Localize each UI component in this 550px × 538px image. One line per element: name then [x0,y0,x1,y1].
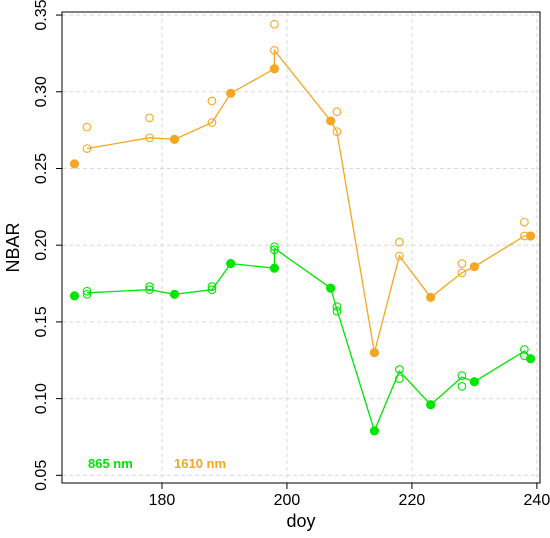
open-point [270,242,279,252]
y-axis: 0.05 0.10 0.15 0.20 0.25 0.30 0.35 [33,0,62,491]
open-point [145,133,154,143]
x-axis: 180 200 220 240 [149,483,550,509]
series-0 [69,242,536,436]
grid [62,12,540,483]
filled-point [526,354,536,364]
open-point [145,285,154,295]
filled-point [326,283,336,293]
series-1 [69,19,536,358]
open-point [395,374,404,384]
open-point [270,19,279,29]
filled-point [269,64,280,74]
open-point [457,381,467,391]
filled-point [369,426,380,436]
open-point [82,286,92,296]
open-point [207,285,217,295]
series-line [86,48,531,353]
filled-point [69,291,80,301]
y-tick-label: 0.20 [33,230,50,261]
filled-point [469,377,479,387]
filled-point [526,231,536,241]
x-axis-label: doy [286,511,315,531]
x-tick-label: 180 [149,492,176,509]
filled-point [226,259,236,269]
open-point [82,122,92,132]
filled-point [469,262,479,272]
open-point [82,144,92,153]
y-tick-label: 0.25 [33,153,50,184]
open-point [457,268,467,278]
filled-point [369,347,380,358]
filled-point [426,292,436,302]
open-point [520,217,529,227]
open-point [332,107,342,117]
filled-point [226,88,236,98]
open-point [145,113,154,123]
open-point [457,371,467,380]
series-layer [69,19,536,436]
open-point [270,245,279,255]
y-tick-label: 0.30 [33,76,50,107]
filled-point [69,159,80,169]
y-tick-label: 0.15 [33,306,50,337]
open-point [457,259,467,268]
open-point [207,282,217,291]
open-point [395,251,404,261]
x-tick-label: 200 [274,492,301,509]
open-point [520,345,529,354]
y-tick-label: 0.35 [33,0,50,31]
series-line [86,247,532,433]
open-point [332,306,342,316]
open-point [395,237,404,247]
legend-entry-1610nm: 1610 nm [174,456,226,471]
filled-point [269,263,280,273]
open-point [207,96,217,106]
plot-frame [61,11,541,484]
open-point [207,118,217,127]
open-point [395,365,404,374]
open-point [332,127,342,137]
legend-entry-865nm: 865 nm [88,456,133,471]
open-point [145,282,154,291]
filled-point [326,116,336,126]
filled-point [169,289,180,299]
open-point [82,289,92,299]
x-tick-label: 240 [524,492,550,509]
open-point [332,302,342,311]
y-tick-label: 0.05 [33,460,50,491]
filled-point [426,400,436,410]
open-point [270,46,279,55]
filled-point [169,134,180,144]
y-axis-label: NBAR [3,222,23,272]
y-tick-label: 0.10 [33,383,50,414]
x-tick-label: 220 [399,492,426,509]
